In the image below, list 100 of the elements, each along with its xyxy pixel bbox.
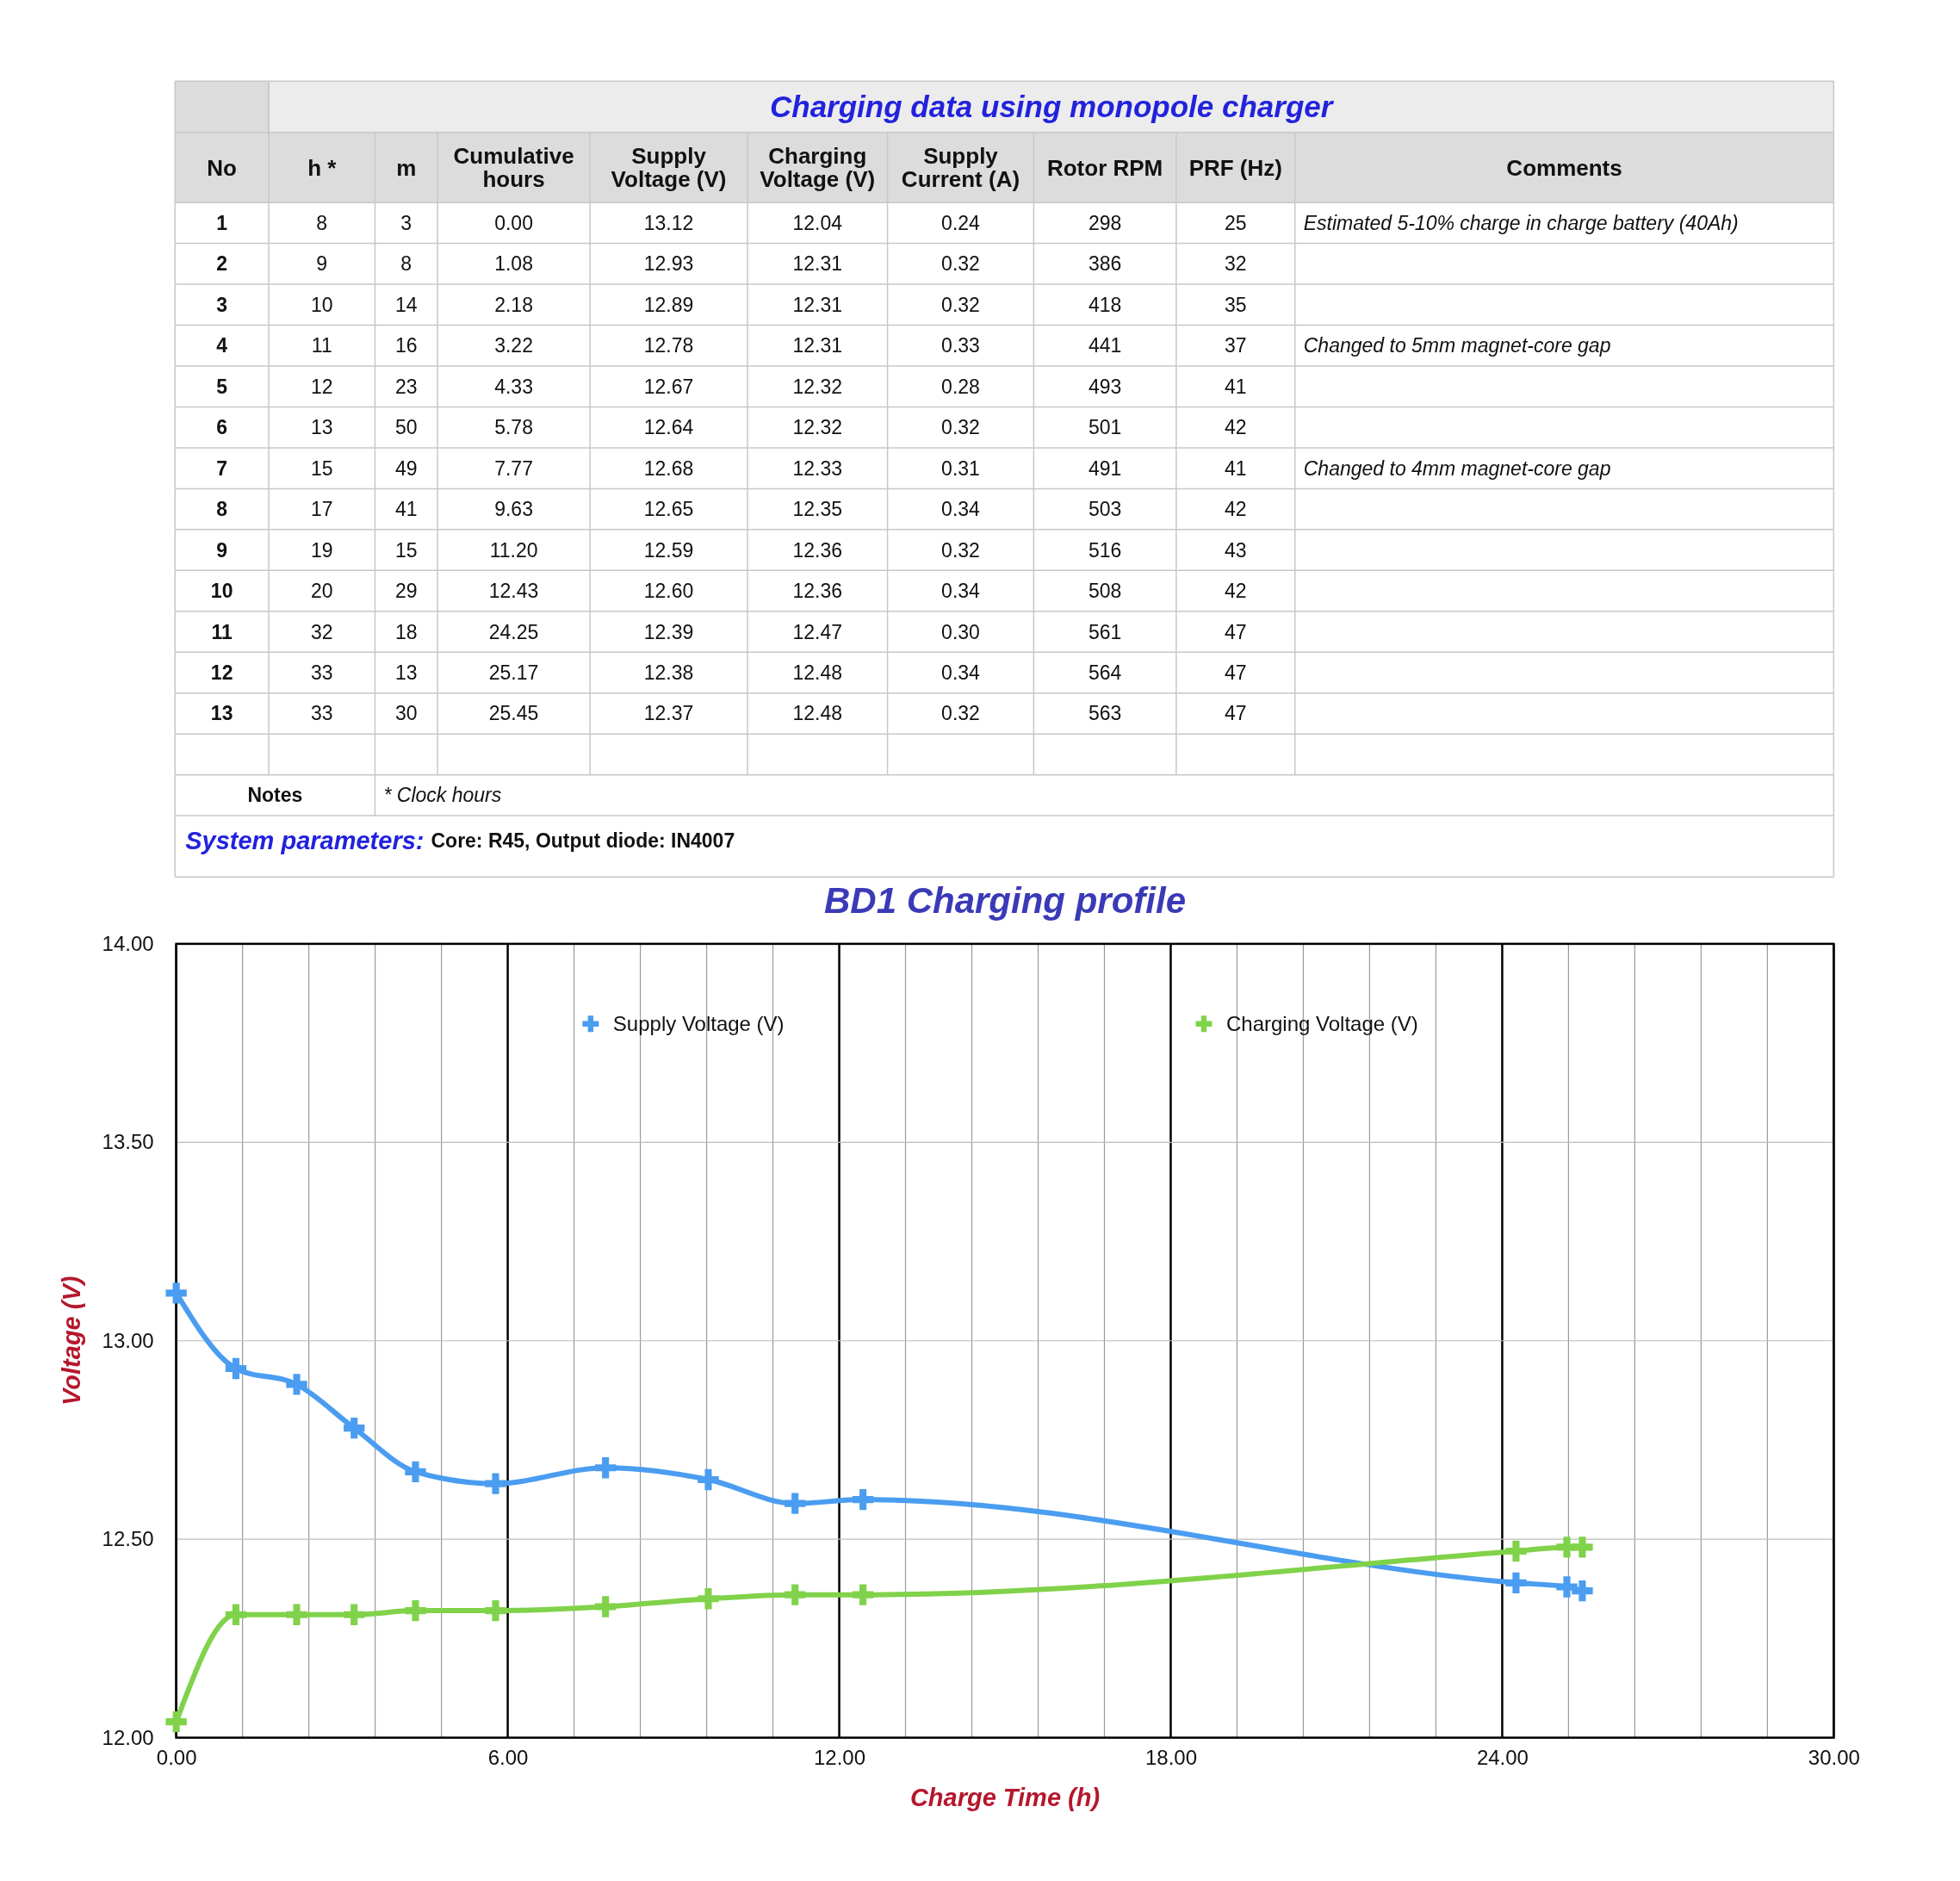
text: 14 [394,293,418,316]
text: 17 [310,498,333,521]
text: 563 [1088,702,1122,725]
text: 3 [400,211,412,234]
text: 501 [1088,416,1122,439]
y-tick-label: 13.00 [102,1328,154,1352]
point [785,1493,806,1514]
x-tick-label: 18.00 [1144,1745,1198,1769]
text: Notes [247,784,303,807]
text: 12.39 [643,620,694,643]
y-tick-label: 12.00 [102,1725,154,1749]
text: 9 [316,252,328,276]
point [852,1584,874,1605]
text: 0.32 [941,538,980,562]
point [165,1282,187,1304]
text: 11 [311,334,332,357]
text: 11.20 [489,538,538,562]
text: * Clock hours [383,784,502,807]
text: 43 [1225,538,1247,562]
category-label: Cumulative hours [453,143,574,193]
text: 0.34 [941,661,980,685]
text: 18 [394,620,418,643]
text: 33 [310,661,333,685]
text: 35 [1225,293,1247,316]
text: 25.17 [488,661,539,685]
text: 12 [310,375,333,398]
text: 0.00 [494,211,533,234]
category-label: Rotor RPM [1046,154,1163,181]
text: 20 [310,580,333,603]
text: 503 [1088,498,1122,521]
text: 0.34 [941,580,980,603]
text: 30 [394,702,418,725]
text: 564 [1088,661,1122,685]
text: 13 [394,661,418,685]
text: 0.32 [941,702,980,725]
point [1505,1540,1527,1562]
text: 47 [1225,702,1247,725]
category-label: m [396,154,417,181]
point [225,1604,247,1625]
text: 12.78 [643,334,694,357]
text: 12.89 [643,293,694,316]
category-label: PRF (Hz) [1188,154,1282,181]
text: 33 [310,702,333,725]
text: 42 [1225,580,1247,603]
text: 12.31 [792,334,843,357]
text: 298 [1088,211,1122,234]
point [405,1461,426,1482]
point [852,1488,874,1511]
text: Changed to 4mm magnet-core gap [1303,456,1611,480]
text: 493 [1088,375,1122,398]
text: 12.48 [792,661,843,685]
text: 12.31 [792,252,843,276]
point [594,1457,617,1479]
y-tick-label: 13.50 [102,1130,154,1154]
text: 12.67 [643,375,694,398]
text: Changed to 5mm magnet-core gap [1303,334,1611,357]
point [698,1588,719,1610]
text: 25.45 [488,702,539,725]
text: 12.31 [792,293,843,316]
text: 12.36 [792,538,843,562]
point [1572,1580,1593,1602]
text: 15 [394,538,418,562]
point [405,1599,426,1622]
text: 47 [1225,661,1247,685]
text: 491 [1088,456,1122,480]
y-tick-label: 12.50 [102,1527,154,1551]
text: 12.68 [643,456,694,480]
legend-label: Supply Voltage (V) [612,1012,785,1036]
x-tick-label: 6.00 [487,1745,529,1769]
point [286,1374,307,1395]
text: 9 [216,538,228,562]
text: 13 [210,702,233,725]
text: 12.37 [643,702,694,725]
text: 29 [394,580,418,603]
text: Charging data using monopole charger [770,90,1335,124]
text: 1 [216,211,228,234]
x-axis-title: Charge Time (h) [909,1784,1101,1812]
text: 7.77 [494,456,533,480]
text: 3.22 [494,334,533,357]
text: System parameters: [185,827,425,855]
legend-label: Charging Voltage (V) [1225,1012,1418,1036]
text: 12.65 [643,498,694,521]
text: 7 [216,456,228,480]
text: 12.93 [643,252,694,276]
y-axis-title: Voltage (V) [57,1276,85,1406]
point [344,1604,365,1625]
text: 1.08 [494,252,533,276]
text: 12.33 [792,456,843,480]
text: 37 [1225,334,1247,357]
text: 5 [216,375,228,398]
text: 47 [1225,620,1247,643]
text: 42 [1225,498,1247,521]
text: 8 [216,498,228,521]
text: 41 [394,498,418,521]
text: 50 [394,416,418,439]
point [485,1599,506,1622]
text: 2 [216,252,228,276]
text: 15 [310,456,333,480]
point [165,1710,187,1733]
text: 441 [1088,334,1122,357]
